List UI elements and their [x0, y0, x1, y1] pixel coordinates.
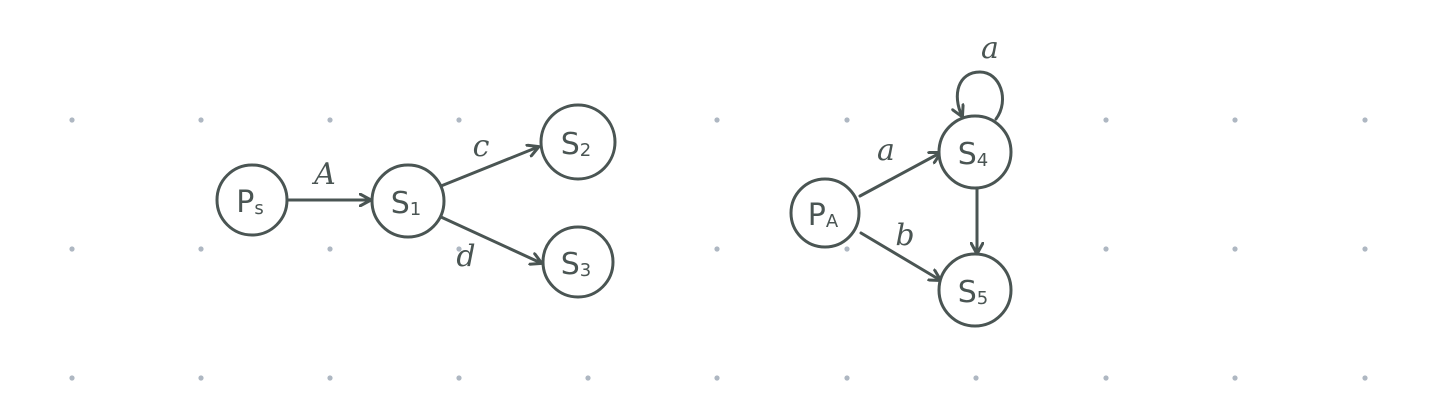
node-s5-main: S [958, 275, 977, 310]
grid-dot [198, 375, 204, 381]
node-s1: S1 [370, 163, 446, 239]
grid-dot [456, 375, 462, 381]
node-s4-main: S [958, 137, 977, 172]
grid-dot [1362, 117, 1368, 123]
node-s2-sub: 2 [580, 140, 591, 161]
grid-dot [844, 117, 850, 123]
node-s1-main: S [391, 186, 410, 221]
grid-dot [585, 375, 591, 381]
edge-label-pa-s5: b [895, 218, 914, 253]
node-s2: S2 [539, 103, 617, 181]
left-graph: A c d Ps S1 S2 S3 [215, 103, 617, 299]
grid-dot [198, 117, 204, 123]
edge-s1-s2 [439, 147, 538, 188]
svg-text:S1: S1 [391, 186, 422, 221]
grid-dot [198, 246, 204, 252]
grid-dot [327, 246, 333, 252]
node-pa-main: P [808, 198, 826, 233]
node-s4-sub: 4 [977, 150, 988, 171]
svg-text:S4: S4 [958, 137, 989, 172]
edge-s4-self-loop [957, 70, 1005, 121]
grid-dot [1232, 246, 1238, 252]
grid-dot [327, 117, 333, 123]
grid-dot [1232, 117, 1238, 123]
grid-dot [1362, 246, 1368, 252]
node-s4: S4 [937, 114, 1013, 190]
grid-dot [714, 375, 720, 381]
node-s3-sub: 3 [580, 260, 591, 281]
dot-grid [69, 117, 1368, 381]
grid-dot [69, 117, 75, 123]
node-pa: PA [789, 177, 861, 249]
grid-dot [69, 246, 75, 252]
grid-dot [1103, 375, 1109, 381]
grid-dot [844, 375, 850, 381]
node-pa-sub: A [826, 211, 839, 232]
node-s2-main: S [561, 127, 580, 162]
edge-label-pa-s4: a [877, 133, 895, 168]
node-s1-sub: 1 [410, 199, 421, 220]
grid-dot [1362, 375, 1368, 381]
edge-label-ps-s1: A [311, 157, 336, 192]
node-s5-sub: 5 [977, 288, 988, 309]
edge-label-s1-s3: d [456, 239, 475, 274]
node-ps-main: P [236, 185, 254, 220]
edge-label-s1-s2: c [473, 129, 490, 164]
right-graph: a b a PA S4 S5 [789, 31, 1013, 328]
node-s5: S5 [937, 252, 1013, 328]
grid-dot [973, 375, 979, 381]
edge-label-s4-self: a [981, 31, 999, 66]
node-s3-main: S [561, 247, 580, 282]
svg-text:S5: S5 [958, 275, 989, 310]
grid-dot [714, 246, 720, 252]
node-s3: S3 [541, 225, 615, 299]
grid-dot [69, 375, 75, 381]
svg-text:PA: PA [808, 198, 839, 233]
svg-text:S2: S2 [561, 127, 592, 162]
node-ps-sub: s [254, 198, 263, 219]
grid-dot [714, 117, 720, 123]
grid-dot [456, 246, 462, 252]
edge-pa-s4 [858, 153, 940, 198]
grid-dot [844, 246, 850, 252]
grid-dot [1103, 117, 1109, 123]
edge-s1-s3 [439, 215, 541, 263]
grid-dot [456, 117, 462, 123]
svg-text:S3: S3 [561, 247, 592, 282]
grid-dot [1103, 246, 1109, 252]
grid-dot [327, 375, 333, 381]
grid-dot [1232, 375, 1238, 381]
svg-text:Ps: Ps [236, 185, 263, 220]
node-ps: Ps [215, 163, 289, 237]
edge-pa-s5 [859, 231, 940, 280]
